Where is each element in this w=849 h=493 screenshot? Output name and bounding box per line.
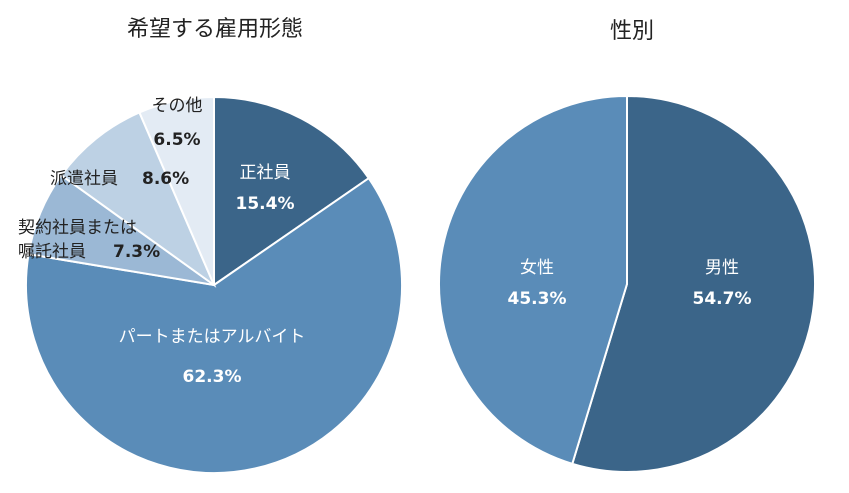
slice-pct-male: 54.7%: [693, 289, 752, 309]
slice-label-haken: 派遣社員: [50, 169, 118, 189]
chart-title-gender: 性別: [610, 19, 654, 44]
slice-label-female: 女性: [520, 258, 554, 278]
pie1-slice-4: [138, 95, 215, 286]
slice-pct-female: 45.3%: [508, 289, 567, 309]
slice-pct-seishain: 15.4%: [236, 194, 295, 214]
slice-label-part: パートまたはアルバイト: [119, 327, 306, 347]
pie2-slice-1: [438, 94, 628, 466]
pie2-slice-0: [571, 94, 816, 473]
pie1-slice-0: [213, 95, 371, 287]
slice-label-other: その他: [152, 96, 203, 116]
slice-label-keiyaku-line2: 嘱託社員: [18, 242, 86, 262]
slice-pct-haken: 8.6%: [142, 169, 189, 189]
chart-title-employment: 希望する雇用形態: [127, 17, 303, 42]
slice-label-seishain: 正社員: [240, 163, 291, 183]
slice-label-keiyaku-line1: 契約社員または: [18, 218, 137, 238]
slice-pct-other: 6.5%: [153, 130, 200, 150]
slice-label-male: 男性: [705, 258, 739, 278]
slice-pct-part: 62.3%: [183, 367, 242, 387]
pie1-slice-3: [59, 111, 217, 288]
pie1-slice-1: [25, 176, 403, 474]
pie-gender: 男性 54.7% 女性 45.3%: [438, 94, 816, 473]
slice-pct-keiyaku: 7.3%: [113, 242, 160, 262]
